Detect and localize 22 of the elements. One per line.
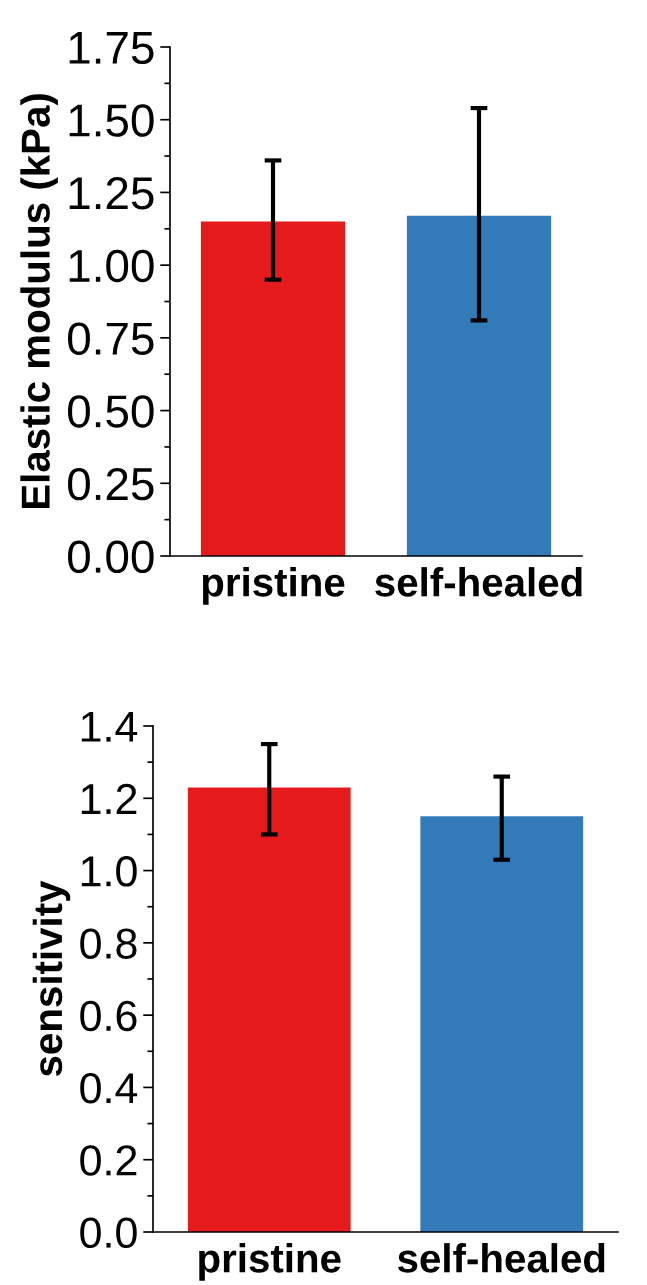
x-tick-label: pristine bbox=[202, 567, 345, 605]
y-tick-label: 0.00 bbox=[68, 540, 154, 574]
y-axis-title: sensitivity bbox=[32, 880, 71, 1077]
x-tick-label: self-healed bbox=[397, 1243, 605, 1273]
y-tick-label: 1.00 bbox=[69, 249, 154, 283]
y-tick-label: 0.75 bbox=[68, 322, 154, 355]
y-tick-label: 1.25 bbox=[69, 177, 154, 210]
x-tick-label: pristine bbox=[199, 1243, 341, 1281]
y-tick-label: 0.25 bbox=[68, 467, 154, 501]
y-tick-label: 1.4 bbox=[81, 711, 138, 742]
y-tick-label: 0.8 bbox=[80, 928, 137, 959]
y-tick-label: 1.2 bbox=[81, 783, 137, 814]
y-tick-label: 1.50 bbox=[69, 104, 154, 137]
y-tick-label: 0.0 bbox=[80, 1217, 137, 1249]
y-tick-label: 0.6 bbox=[80, 1000, 137, 1032]
y-tick-label: 0.4 bbox=[80, 1072, 138, 1104]
x-tick-label: self-healed bbox=[375, 567, 582, 597]
y-tick-label: 0.50 bbox=[68, 395, 154, 428]
y-tick-label: 0.2 bbox=[80, 1145, 137, 1176]
y-axis-title: Elastic modulus (kPa) bbox=[20, 94, 58, 509]
y-tick-label: 1.75 bbox=[69, 32, 154, 65]
y-tick-label: 1.0 bbox=[81, 856, 137, 887]
